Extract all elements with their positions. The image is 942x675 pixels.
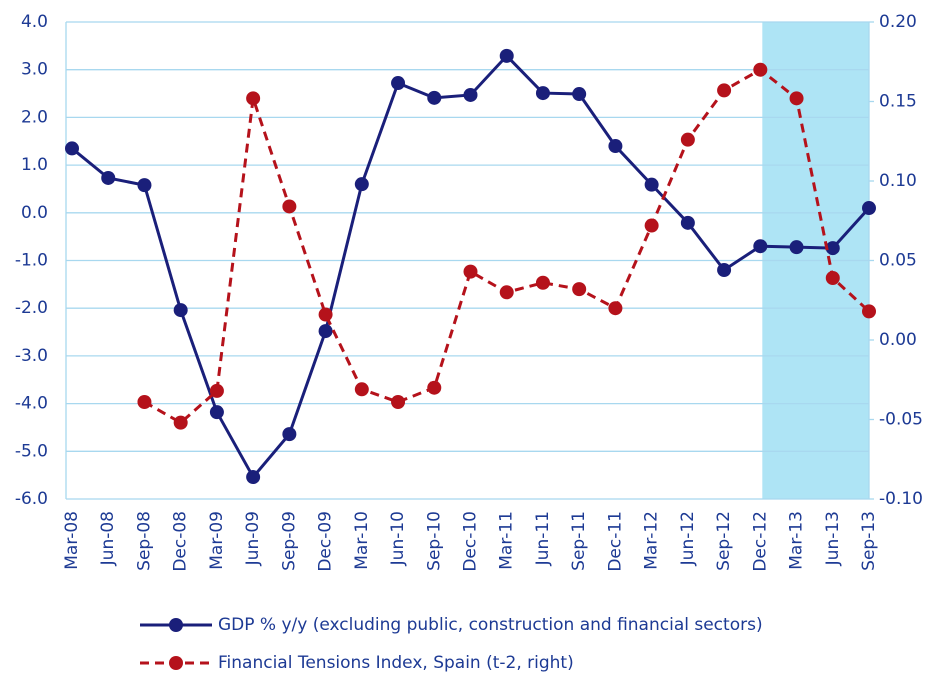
- point: [282, 427, 297, 442]
- point: [862, 304, 876, 319]
- point: [65, 141, 79, 156]
- point: [391, 395, 406, 410]
- point: [318, 324, 333, 339]
- point: [753, 239, 768, 254]
- point: [825, 270, 840, 285]
- point: [246, 470, 261, 485]
- y-tick-label: -4.0: [15, 394, 48, 414]
- x-tick-label: Mar-12: [642, 511, 662, 570]
- point: [246, 91, 261, 106]
- y2-tick-label: 0.15: [879, 92, 917, 112]
- x-tick-label: Jun-08: [98, 511, 118, 566]
- point: [680, 215, 695, 230]
- x-tick-label: Mar-11: [497, 511, 517, 570]
- point: [753, 62, 768, 77]
- x-tick-label: Mar-10: [352, 511, 372, 570]
- x-tick-label: Sep-12: [714, 511, 734, 571]
- point: [209, 383, 224, 398]
- x-tick-label: Sep-13: [859, 511, 879, 571]
- x-tick-label: Sep-11: [569, 511, 589, 571]
- y-tick-label: -5.0: [15, 441, 48, 461]
- x-tick-label: Dec-10: [461, 511, 481, 572]
- point: [680, 132, 695, 147]
- point: [572, 282, 587, 297]
- point: [463, 87, 478, 102]
- legend-marker: [169, 656, 183, 670]
- x-tick-label: Sep-09: [279, 511, 299, 571]
- y-tick-label: 0.0: [21, 203, 48, 223]
- point: [499, 48, 514, 63]
- point: [427, 90, 442, 105]
- x-tick-label: Dec-11: [605, 511, 625, 572]
- point: [717, 83, 732, 98]
- x-tick-label: Mar-13: [787, 511, 807, 570]
- x-tick-label: Dec-12: [750, 511, 770, 572]
- point: [137, 178, 152, 193]
- y2-tick-label: 0.00: [879, 330, 917, 350]
- point: [717, 263, 732, 278]
- x-tick-label: Jun-10: [388, 511, 408, 566]
- y2-tick-label: -0.05: [879, 410, 923, 430]
- point: [608, 139, 623, 154]
- legend-label: Financial Tensions Index, Spain (t-2, ri…: [218, 653, 574, 673]
- point: [789, 91, 804, 106]
- y2-tick-label: -0.10: [879, 489, 923, 509]
- x-tick-label: Mar-09: [207, 511, 227, 570]
- y-tick-label: -1.0: [15, 251, 48, 271]
- y-tick-label: 4.0: [21, 12, 48, 32]
- point: [463, 264, 478, 279]
- point: [427, 380, 442, 395]
- y2-tick-label: 0.10: [879, 171, 917, 191]
- point: [318, 307, 333, 322]
- y-tick-label: 2.0: [21, 107, 48, 127]
- point: [862, 201, 876, 216]
- y2-tick-label: 0.05: [879, 251, 917, 271]
- point: [789, 240, 804, 255]
- point: [354, 177, 369, 192]
- y2-tick-label: 0.20: [879, 12, 917, 32]
- point: [644, 177, 659, 192]
- y-tick-label: -2.0: [15, 298, 48, 318]
- point: [644, 218, 659, 233]
- x-tick-label: Dec-09: [316, 511, 336, 572]
- point: [391, 76, 406, 91]
- point: [173, 303, 188, 318]
- y-tick-label: 3.0: [21, 60, 48, 80]
- x-tick-label: Sep-10: [424, 511, 444, 571]
- point: [209, 405, 224, 420]
- point: [535, 275, 550, 290]
- y-tick-label: -6.0: [15, 489, 48, 509]
- point: [572, 87, 587, 102]
- x-tick-label: Jun-11: [533, 511, 553, 566]
- x-tick-label: Jun-09: [243, 511, 263, 566]
- x-tick-label: Mar-08: [62, 511, 82, 570]
- point: [282, 199, 297, 214]
- y-tick-label: 1.0: [21, 155, 48, 175]
- legend-label: GDP % y/y (excluding public, constructio…: [218, 615, 763, 635]
- point: [499, 285, 514, 300]
- point: [825, 241, 840, 256]
- point: [535, 86, 550, 101]
- x-tick-label: Sep-08: [134, 511, 154, 571]
- legend-marker: [169, 618, 183, 632]
- y-tick-label: -3.0: [15, 346, 48, 366]
- x-tick-label: Jun-12: [678, 511, 698, 566]
- point: [173, 415, 188, 430]
- point: [354, 382, 369, 397]
- point: [101, 170, 116, 185]
- point: [137, 395, 152, 410]
- x-tick-label: Jun-13: [823, 511, 843, 566]
- x-tick-label: Dec-08: [171, 511, 191, 572]
- point: [608, 301, 623, 316]
